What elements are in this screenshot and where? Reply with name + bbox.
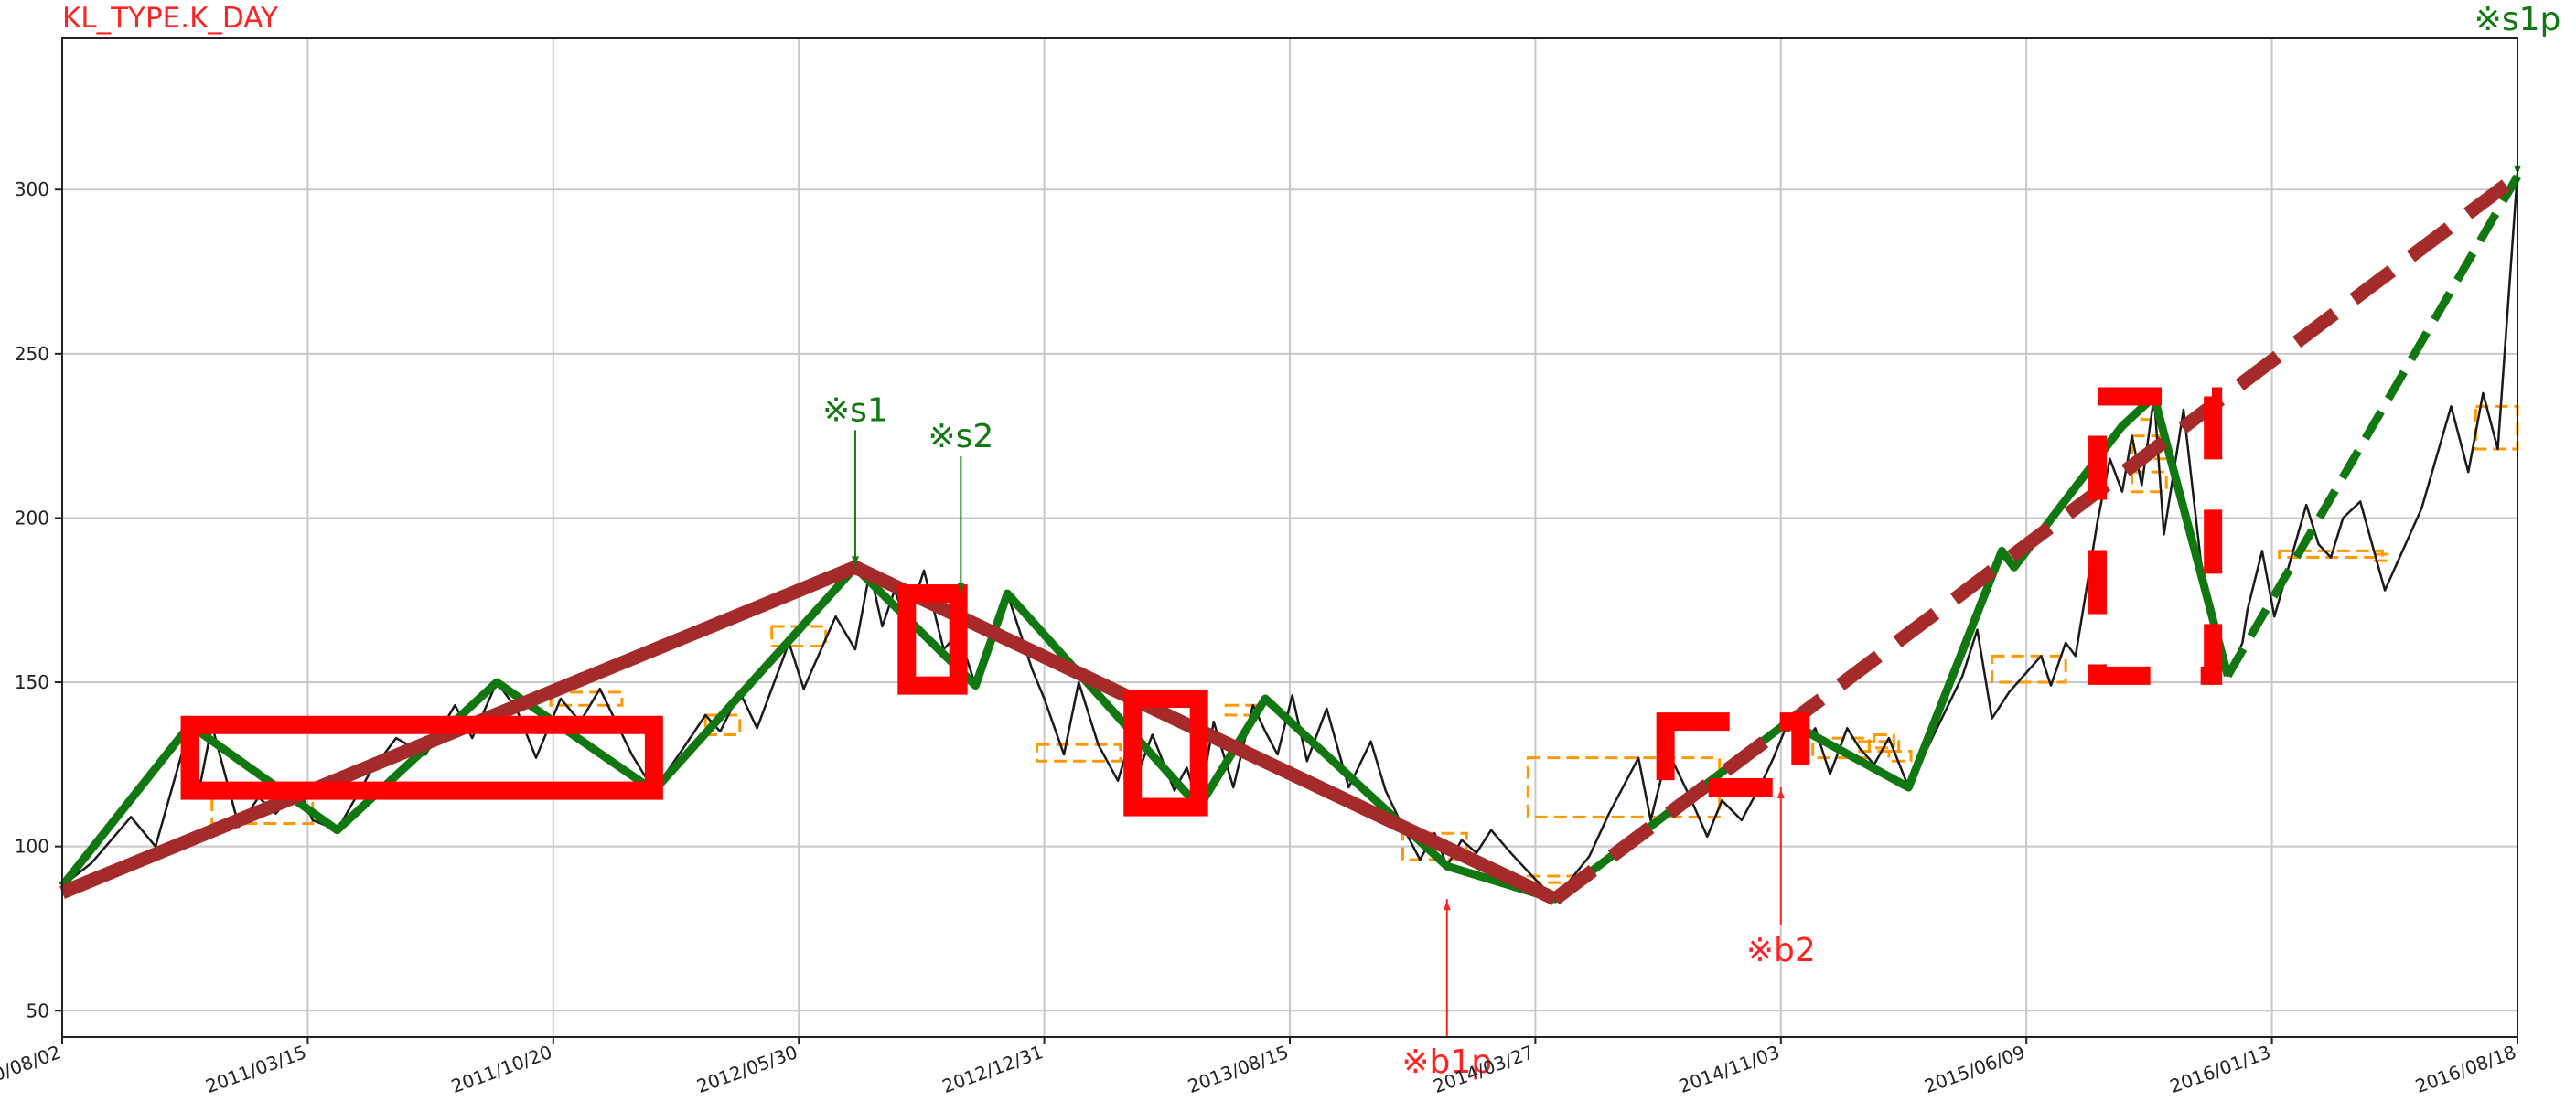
- bi-stroke-group: [59, 174, 2521, 904]
- small-pivot-zone: [1036, 743, 1122, 763]
- small-pivot-zone: [2131, 470, 2168, 494]
- y-tick-label: 100: [15, 836, 49, 858]
- bsp-arrowhead: [1443, 901, 1451, 911]
- big-pivot-zones: [180, 387, 2223, 817]
- small-pivot-zone: [1887, 749, 1913, 763]
- small-pivot-zone: [1858, 740, 1901, 753]
- small-pivot-zone: [703, 713, 742, 737]
- small-pivot-zone: [1526, 874, 1582, 884]
- chart-title: KL_TYPE.K_DAY: [62, 2, 278, 35]
- bsp-label: ※s1: [822, 391, 888, 429]
- y-tick-label: 300: [15, 178, 49, 200]
- big-pivot-zone: [2088, 387, 2223, 685]
- buy-sell-points: ※s1 ※s2 ※b1p ※b2 ※s1p: [822, 1, 2560, 1081]
- bsp-arrowhead: [1776, 789, 1785, 798]
- bsp-arrowhead: [851, 556, 859, 566]
- big-pivot-zone: [1123, 690, 1208, 817]
- small-pivot-zone: [2373, 552, 2389, 562]
- bi-solid-line: [59, 392, 2232, 904]
- y-tick-label: 50: [27, 1000, 49, 1021]
- big-pivot-zone: [1656, 712, 1810, 797]
- small-pivot-zone: [1811, 736, 1871, 760]
- big-pivot-zone: [897, 584, 968, 695]
- bsp-label: ※b2: [1746, 932, 1816, 969]
- bsp-label: ※s2: [928, 418, 993, 455]
- y-tick-label: 200: [15, 507, 49, 529]
- y-tick-label: 250: [15, 343, 49, 365]
- segment-dashed-line: [1551, 170, 2522, 905]
- y-tick-label: 150: [15, 671, 49, 693]
- small-pivot-zone: [1991, 654, 2067, 684]
- bsp-label: ※s1p: [2474, 1, 2561, 38]
- big-pivot-zone: [180, 715, 663, 800]
- bi-dashed-line: [2224, 174, 2521, 679]
- bsp-label: ※b1p: [1401, 1043, 1492, 1081]
- bsp-arrowhead: [957, 583, 965, 593]
